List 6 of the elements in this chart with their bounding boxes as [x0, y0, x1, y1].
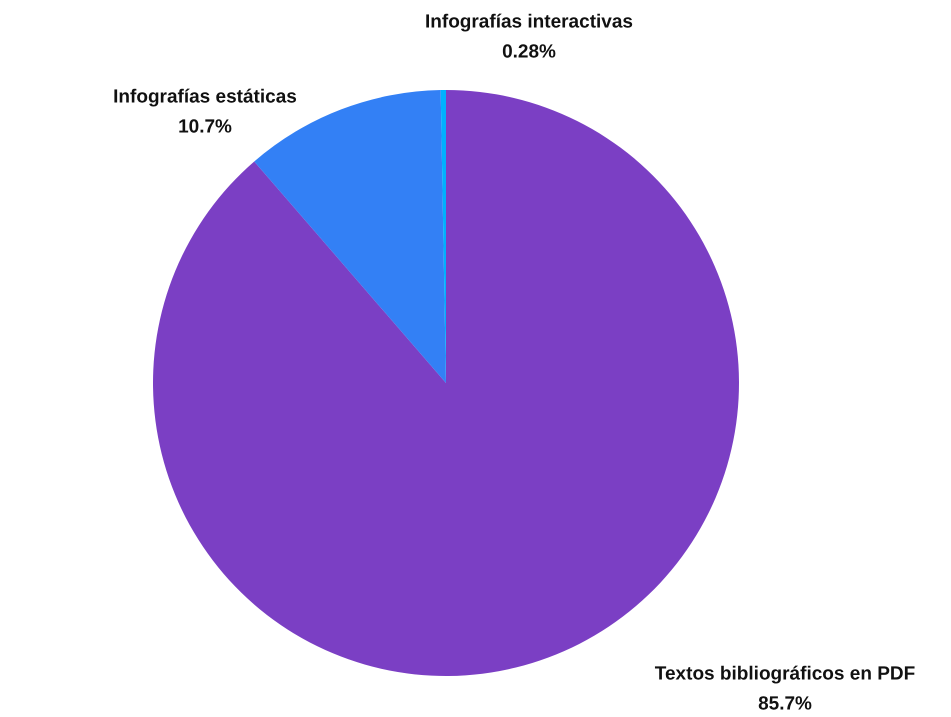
slice-label: Infografías interactivas	[424, 12, 634, 32]
slice-label: Textos bibliográficos en PDF	[654, 664, 916, 684]
slice-label: Infografías estáticas	[113, 86, 297, 108]
data-label: 85.7%	[758, 694, 812, 714]
data-label: 0.28%	[502, 42, 556, 62]
data-label: 10.7%	[178, 116, 232, 138]
